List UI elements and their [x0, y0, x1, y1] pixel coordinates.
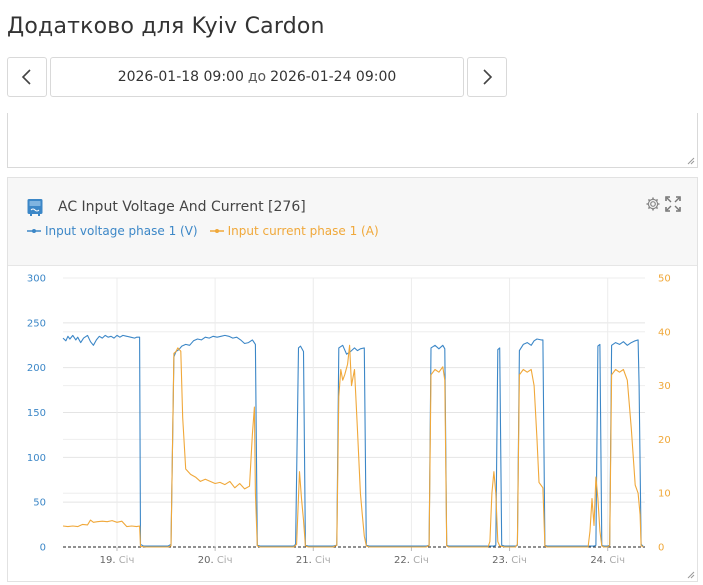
x-tick-label: 19. Січ — [100, 554, 135, 566]
chart-series — [62, 334, 644, 548]
date-range-picker[interactable]: 2026-01-18 09:00 до 2026-01-24 09:00 — [50, 57, 464, 97]
chart-widget-title: AC Input Voltage And Current [276] — [58, 199, 306, 215]
chart-grid — [63, 277, 645, 548]
right-y-tick-label: 50 — [658, 274, 671, 285]
fullscreen-icon[interactable] — [665, 196, 681, 212]
chart-widget-header: AC Input Voltage And Current [276] Input… — [8, 178, 697, 266]
right-y-tick-label: 30 — [658, 381, 671, 392]
right-y-tick-label: 0 — [658, 543, 664, 554]
right-y-tick-label: 40 — [658, 327, 671, 338]
date-range-separator: до — [247, 69, 267, 85]
chart-legend: Input voltage phase 1 (V) Input current … — [27, 224, 379, 238]
chevron-right-icon — [483, 69, 493, 85]
x-tick-label: 23. Січ — [492, 554, 527, 566]
previous-period-button[interactable] — [7, 57, 47, 97]
left-y-tick-label: 150 — [27, 408, 46, 419]
line-chart[interactable]: 0 50 100 150 200 250 300 0 10 20 30 40 50 19. Січ 20… — [8, 266, 697, 582]
chart-widget: AC Input Voltage And Current [276] Input… — [7, 177, 698, 582]
right-y-tick-label: 10 — [658, 489, 671, 500]
notes-textarea[interactable] — [7, 113, 698, 168]
left-y-tick-label: 250 — [27, 318, 46, 329]
legend-item-voltage[interactable]: Input voltage phase 1 (V) — [27, 224, 198, 238]
date-range-start: 2026-01-18 09:00 — [117, 69, 244, 85]
left-y-tick-label: 0 — [40, 543, 46, 554]
legend-label-current: Input current phase 1 (A) — [227, 224, 379, 238]
current-series-line — [62, 344, 644, 548]
left-y-axis: 0 50 100 150 200 250 300 — [27, 274, 46, 554]
widget-resize-grip-icon[interactable] — [687, 571, 695, 579]
chevron-left-icon — [21, 69, 31, 85]
x-tick-label: 22. Січ — [394, 554, 429, 566]
right-y-axis: 0 10 20 30 40 50 — [658, 274, 671, 554]
x-tick-label: 20. Січ — [198, 554, 233, 566]
right-y-tick-label: 20 — [658, 435, 671, 446]
next-period-button[interactable] — [467, 57, 507, 97]
date-range-end: 2026-01-24 09:00 — [270, 69, 397, 85]
left-y-tick-label: 50 — [33, 498, 46, 509]
inverter-icon — [27, 199, 43, 216]
legend-marker-current — [209, 229, 224, 233]
legend-marker-voltage — [27, 229, 41, 233]
voltage-series-line — [62, 334, 644, 547]
x-tick-label: 21. Січ — [296, 554, 331, 566]
legend-label-voltage: Input voltage phase 1 (V) — [45, 224, 198, 238]
legend-item-current[interactable]: Input current phase 1 (A) — [209, 224, 379, 238]
x-axis: 19. Січ 20. Січ 21. Січ 22. Січ 23. Січ 24. С… — [100, 547, 625, 566]
resize-grip-icon[interactable] — [687, 157, 695, 165]
left-y-tick-label: 200 — [27, 363, 46, 374]
left-y-tick-label: 300 — [27, 274, 46, 285]
left-y-tick-label: 100 — [27, 453, 46, 464]
page-title: Додатково для Kyiv Cardon — [7, 14, 325, 39]
x-tick-label: 24. Січ — [590, 554, 625, 566]
gear-icon[interactable] — [645, 196, 661, 212]
